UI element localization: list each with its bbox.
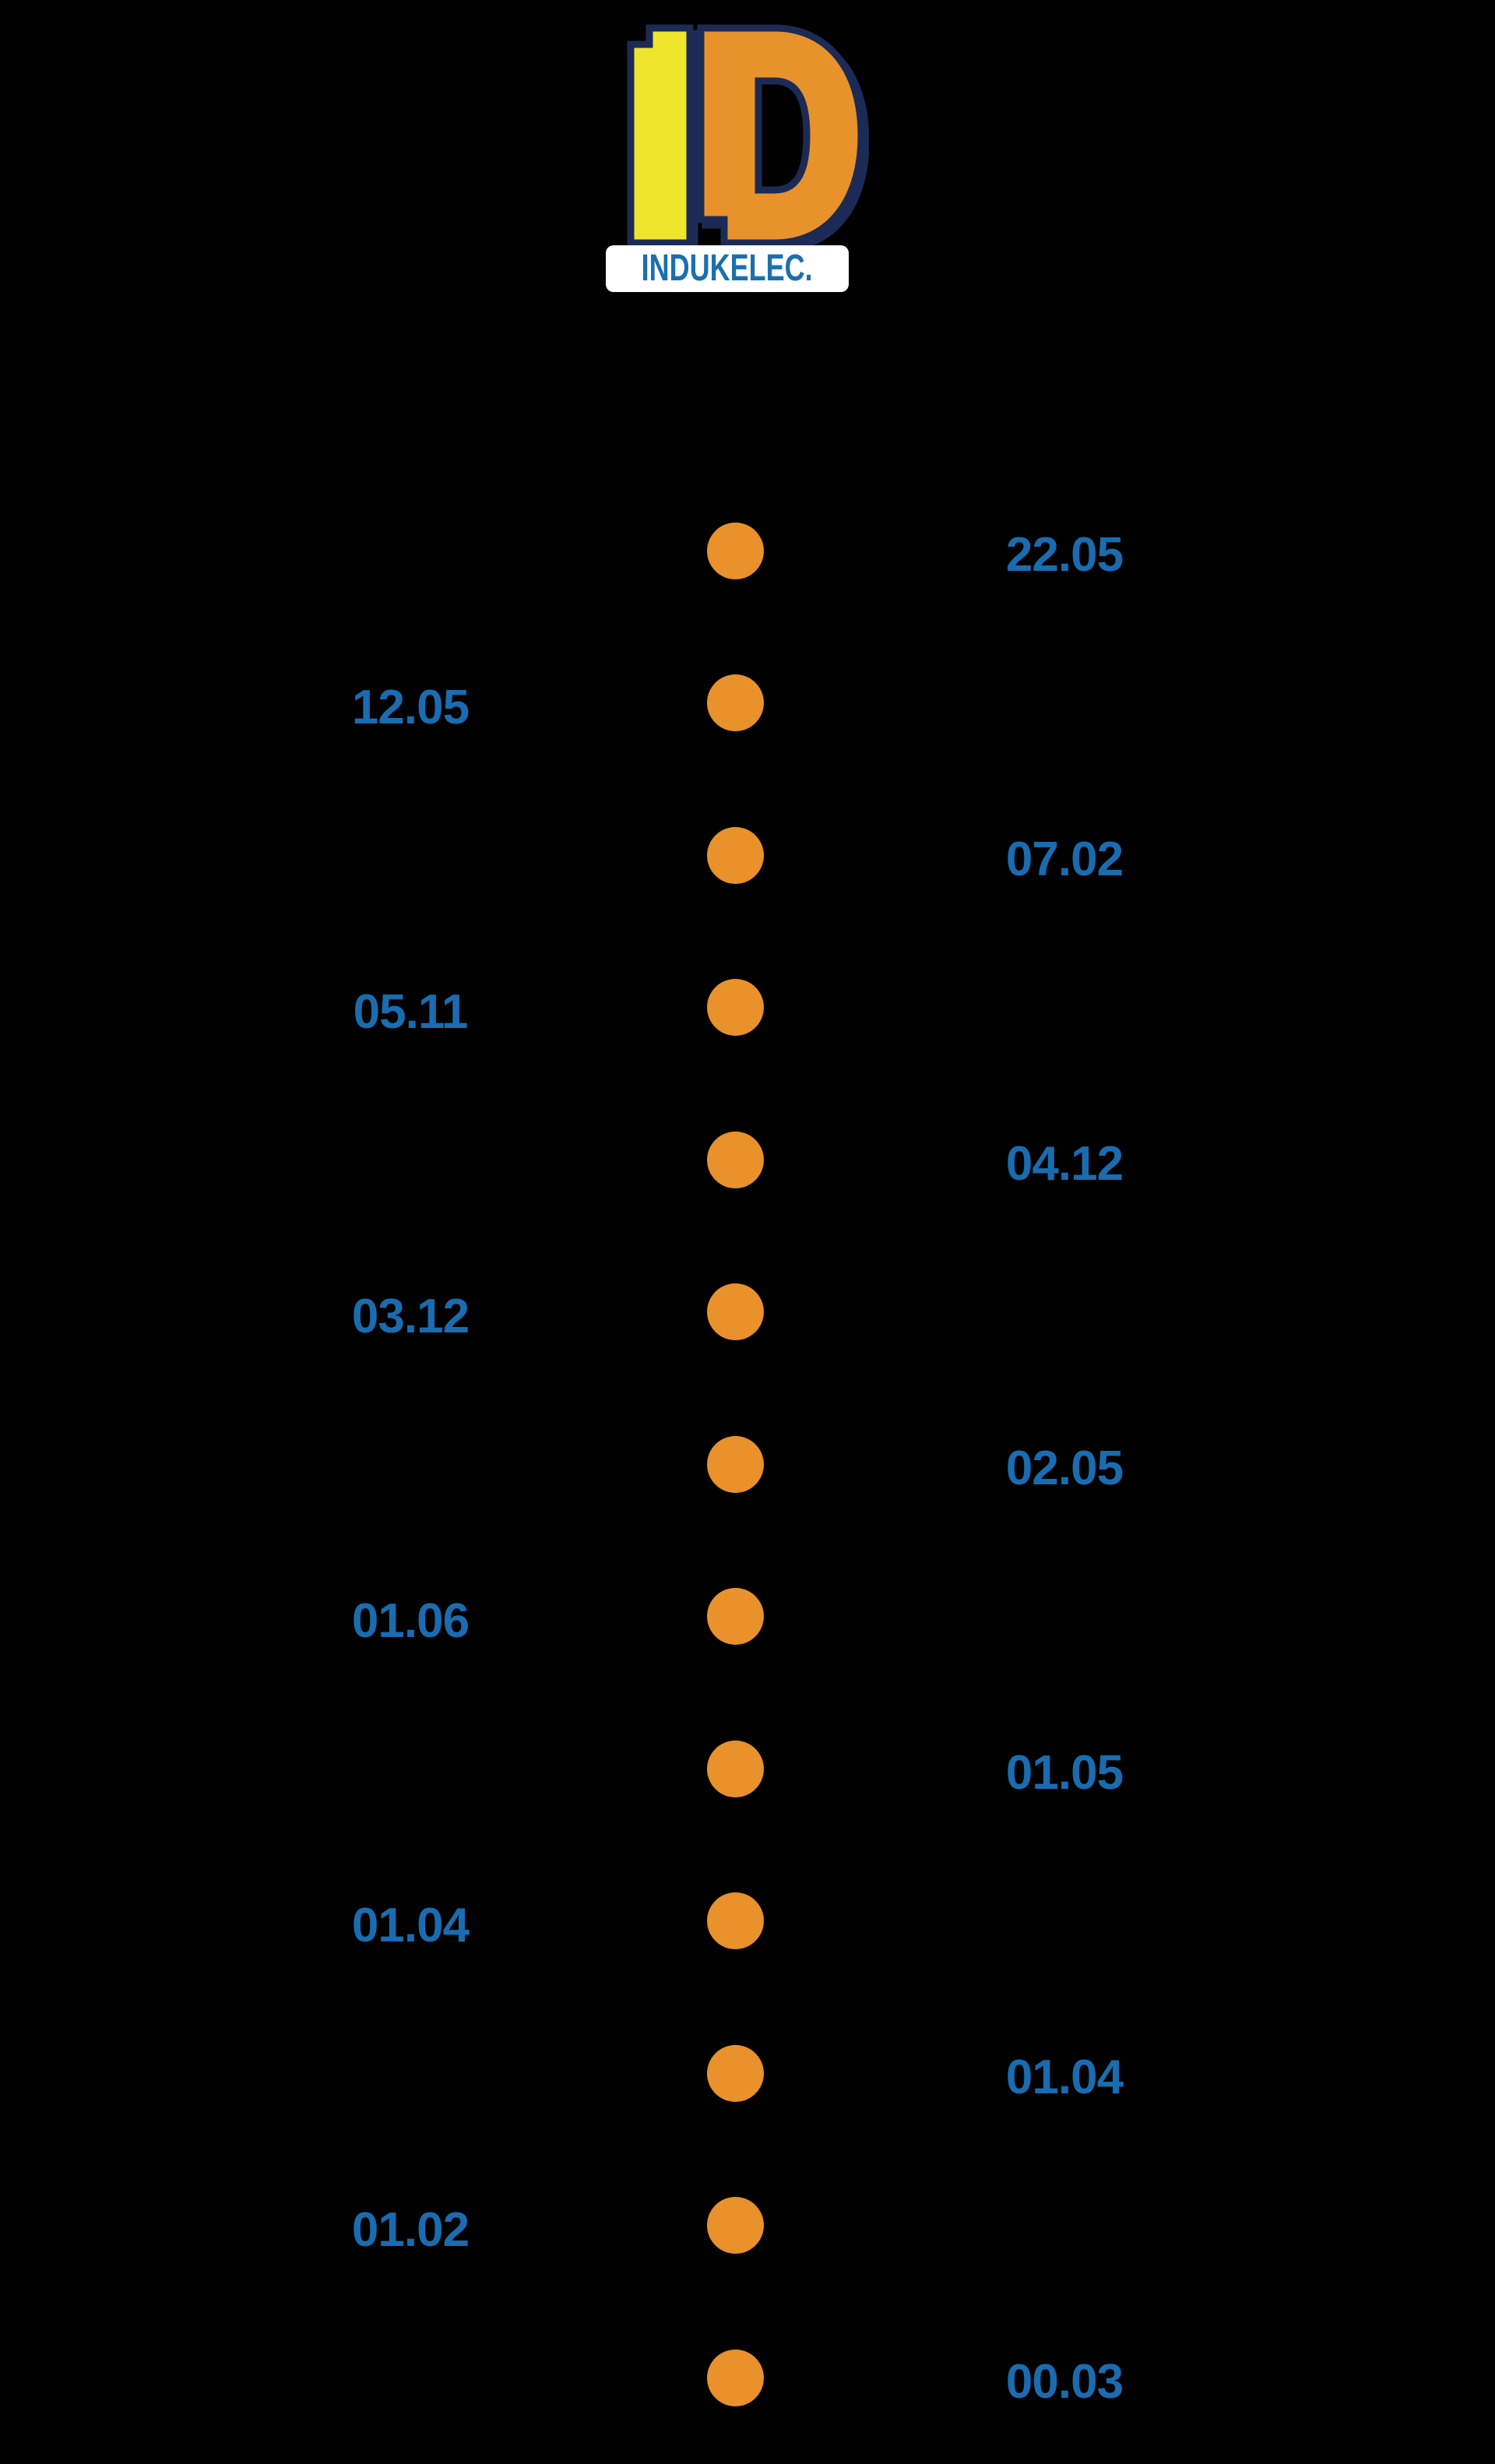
timeline-label: 02.05: [1005, 1441, 1124, 1495]
timeline-dot: [707, 1283, 764, 1340]
logo-wordmark-box: INDUKELEC.: [606, 245, 849, 292]
timeline-dot: [707, 979, 764, 1036]
timeline-label: 05.11: [353, 984, 469, 1039]
timeline-label: 01.05: [1005, 1746, 1124, 1800]
timeline-dot: [707, 1588, 764, 1645]
timeline-dot: [707, 674, 764, 731]
timeline-label: 01.02: [351, 2202, 470, 2257]
timeline-dot: [707, 1131, 764, 1188]
timeline-dot: [707, 1892, 764, 1949]
timeline-dot: [707, 1740, 764, 1797]
timeline-dot: [707, 2349, 764, 2406]
id-logo: [627, 24, 864, 247]
timeline-dot: [707, 522, 764, 579]
timeline-dot: [707, 826, 764, 884]
timeline-label: 03.12: [351, 1289, 470, 1343]
logo-letter-d-counter: [755, 77, 811, 194]
timeline-label: 22.05: [1005, 528, 1124, 582]
timeline-dot: [707, 2044, 764, 2102]
timeline-label: 07.02: [1005, 832, 1124, 886]
logo-wordmark-text: INDUKELEC.: [641, 248, 814, 289]
timeline-label: 04.12: [1005, 1137, 1124, 1191]
logo-letter-i-shape: [627, 24, 694, 247]
timeline-label: 12.05: [351, 680, 470, 734]
timeline-dot: [707, 2197, 764, 2254]
timeline-label: 01.04: [1005, 2050, 1124, 2104]
timeline-label: 01.06: [351, 1593, 470, 1648]
timeline-label: 01.04: [351, 1898, 470, 1952]
timeline-dot: [707, 1435, 764, 1493]
timeline-label: 00.03: [1005, 2355, 1124, 2409]
